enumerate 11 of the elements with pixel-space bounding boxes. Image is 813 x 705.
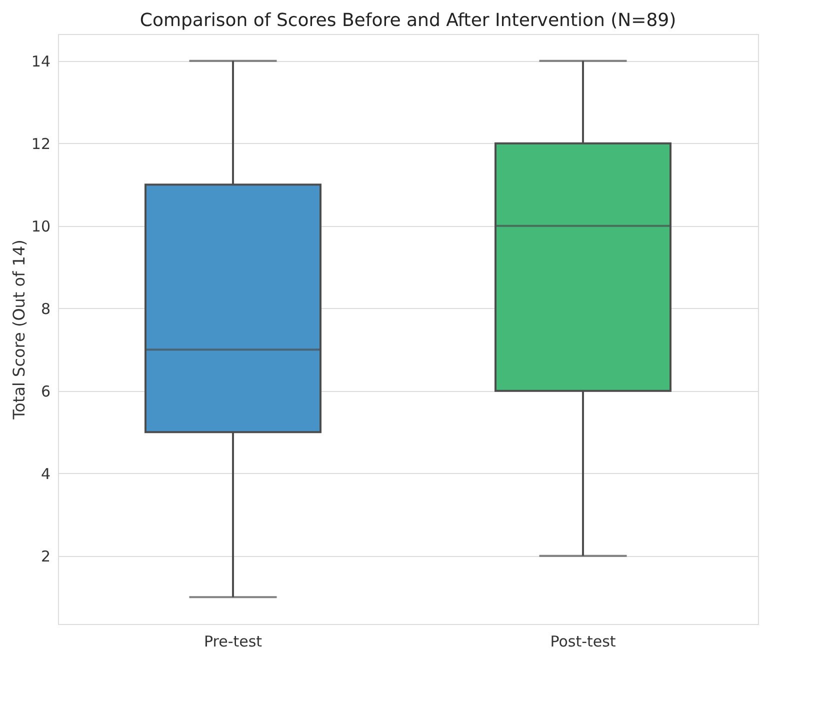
chart-title: Comparison of Scores Before and After Intervention (N=89) — [140, 10, 676, 31]
x-tick-label: Post-test — [550, 632, 616, 650]
y-tick-label: 6 — [40, 382, 50, 400]
y-tick-label: 4 — [40, 464, 50, 483]
y-tick-label: 10 — [31, 217, 50, 236]
y-tick-label: 2 — [40, 547, 50, 566]
y-axis-title: Total Score (Out of 14) — [9, 240, 28, 420]
y-tick-label: 14 — [31, 52, 50, 70]
x-tick-label: Pre-test — [204, 632, 262, 650]
y-tick-label: 8 — [40, 300, 50, 318]
y-tick-label: 12 — [31, 134, 50, 153]
